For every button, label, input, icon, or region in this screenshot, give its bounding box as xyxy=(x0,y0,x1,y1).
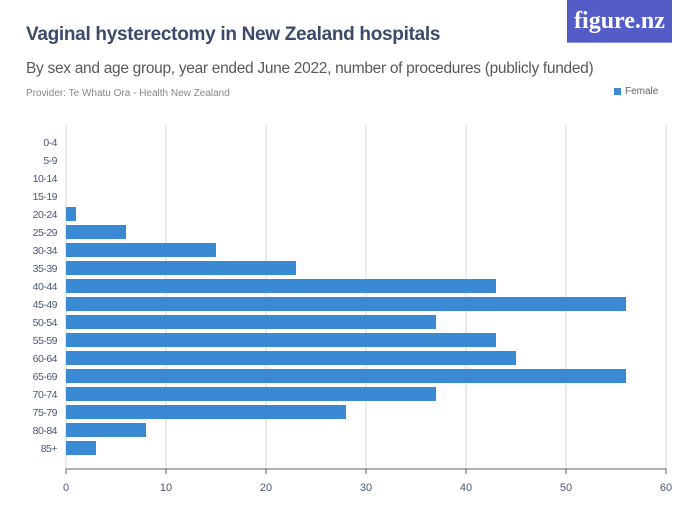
x-tick-label: 30 xyxy=(360,482,372,494)
y-tick-label: 60-64 xyxy=(33,353,58,365)
bar xyxy=(66,351,516,365)
y-tick-label: 85+ xyxy=(41,443,58,455)
y-tick-label: 15-19 xyxy=(33,191,58,203)
x-tick-label: 60 xyxy=(660,482,672,494)
y-tick-label: 45-49 xyxy=(33,299,58,311)
y-tick-label: 65-69 xyxy=(33,371,58,383)
bar xyxy=(66,279,496,293)
bar xyxy=(66,387,436,401)
bar xyxy=(66,225,126,239)
y-tick-label: 5-9 xyxy=(43,155,57,167)
bar xyxy=(66,243,216,257)
x-tick-label: 20 xyxy=(260,482,272,494)
bar xyxy=(66,297,626,311)
legend: Female xyxy=(614,86,658,97)
x-tick-label: 40 xyxy=(460,482,472,494)
bar xyxy=(66,207,76,221)
y-tick-label: 30-34 xyxy=(33,245,58,257)
bar xyxy=(66,261,296,275)
y-tick-label: 20-24 xyxy=(33,209,58,221)
y-tick-label: 35-39 xyxy=(33,263,58,275)
y-tick-label: 25-29 xyxy=(33,227,58,239)
chart-title: Vaginal hysterectomy in New Zealand hosp… xyxy=(26,24,441,45)
y-tick-label: 55-59 xyxy=(33,335,58,347)
legend-label: Female xyxy=(625,86,659,97)
y-tick-label: 0-4 xyxy=(43,137,57,149)
x-tick-label: 50 xyxy=(560,482,572,494)
legend-swatch xyxy=(614,88,621,95)
y-tick-label: 75-79 xyxy=(33,407,58,419)
y-tick-label: 70-74 xyxy=(33,389,58,401)
bar xyxy=(66,441,96,455)
bar xyxy=(66,405,346,419)
x-tick-label: 10 xyxy=(160,482,172,494)
y-tick-label: 10-14 xyxy=(33,173,58,185)
chart-subtitle: By sex and age group, year ended June 20… xyxy=(26,60,594,77)
bar xyxy=(66,423,146,437)
figure-nz-logo[interactable]: figure.nz xyxy=(567,0,672,43)
bar xyxy=(66,315,436,329)
bar xyxy=(66,333,496,347)
y-tick-label: 80-84 xyxy=(33,425,58,437)
y-tick-label: 50-54 xyxy=(33,317,58,329)
y-tick-label: 40-44 xyxy=(33,281,58,293)
x-tick-label: 0 xyxy=(63,482,69,494)
provider-label: Provider: Te Whatu Ora - Health New Zeal… xyxy=(26,88,230,99)
bar xyxy=(66,369,626,383)
